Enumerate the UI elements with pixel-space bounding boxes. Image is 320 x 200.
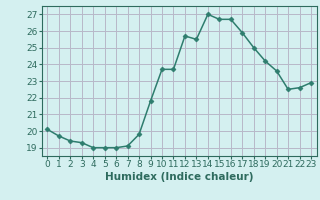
X-axis label: Humidex (Indice chaleur): Humidex (Indice chaleur) <box>105 172 253 182</box>
